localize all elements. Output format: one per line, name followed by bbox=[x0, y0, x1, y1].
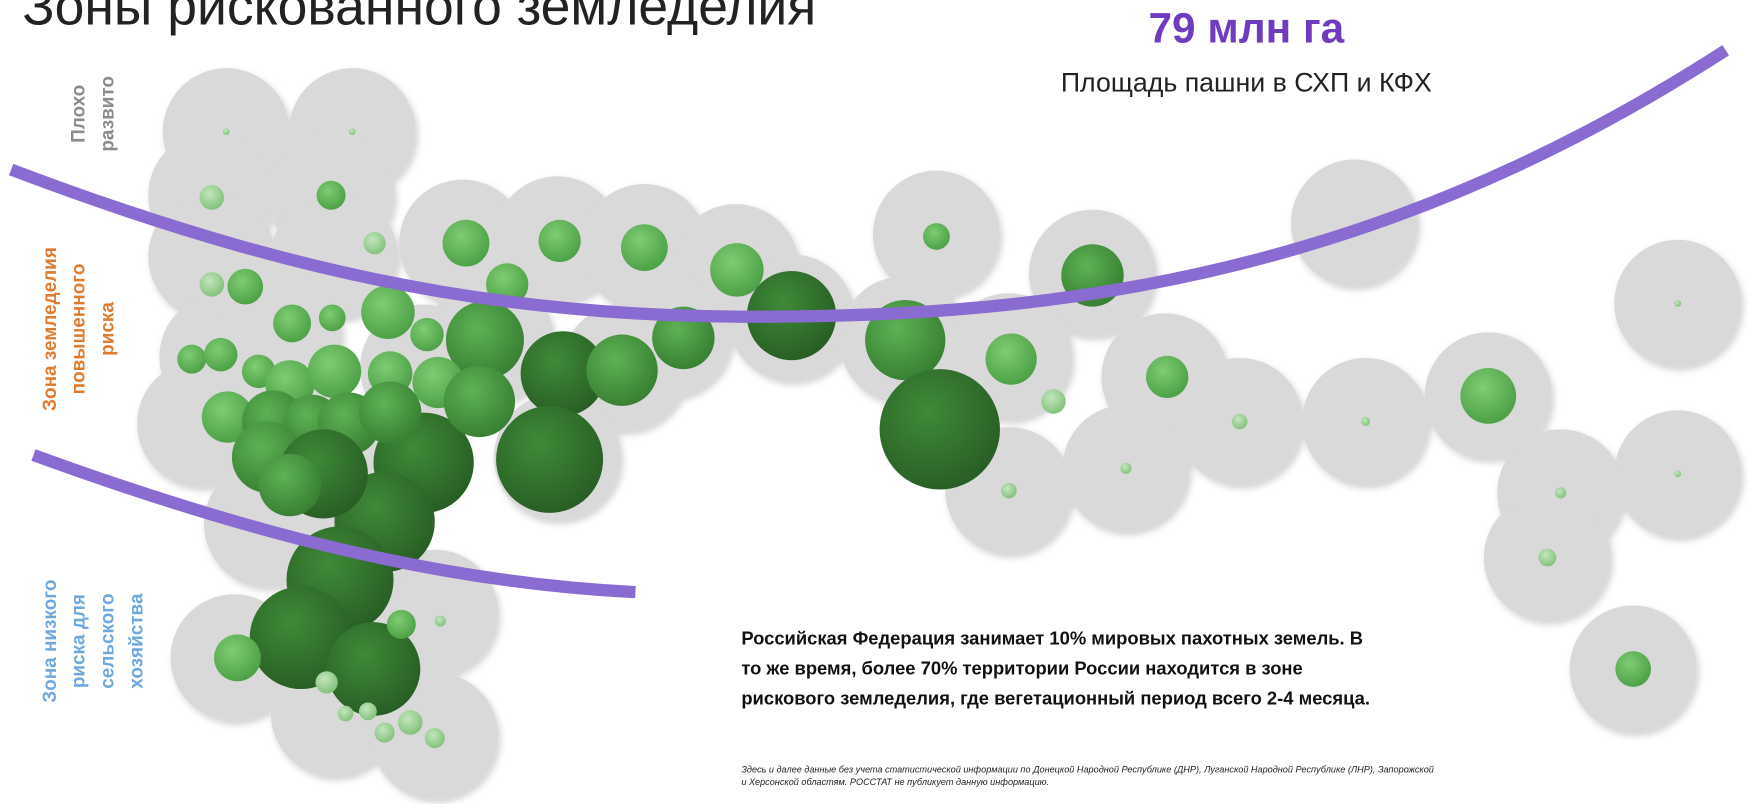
region-marker bbox=[201, 391, 254, 443]
region-marker bbox=[442, 219, 490, 267]
region-marker bbox=[424, 728, 445, 749]
region-marker bbox=[318, 304, 346, 332]
zone-label-line: Зона низкого bbox=[40, 580, 61, 703]
zone-label-line: сельского bbox=[98, 593, 119, 688]
region-marker bbox=[1001, 482, 1017, 499]
zone-label-line: повышенного bbox=[69, 264, 90, 395]
region-marker bbox=[710, 243, 764, 297]
region-marker bbox=[326, 622, 421, 716]
region-marker bbox=[410, 317, 444, 352]
region-marker bbox=[520, 331, 606, 416]
zone-label-line: хозяйства bbox=[127, 593, 148, 689]
zone-boundary bbox=[8, 45, 1730, 323]
region-marker bbox=[316, 180, 346, 210]
region-marker bbox=[1041, 389, 1066, 414]
region-marker bbox=[363, 231, 386, 255]
region-marker bbox=[1120, 462, 1132, 474]
region-marker bbox=[652, 306, 715, 370]
zone-label-line: риска для bbox=[69, 594, 90, 688]
region-marker bbox=[443, 365, 516, 438]
region-marker bbox=[496, 405, 604, 513]
region-marker bbox=[227, 268, 264, 305]
description-line: рискового земледелия, где вегетационный … bbox=[741, 688, 1370, 709]
region-marker bbox=[337, 705, 354, 722]
zone-labels: Плохо развито Зона земледелия повышенного ри… bbox=[40, 76, 148, 703]
region-marker bbox=[222, 128, 230, 136]
region-marker bbox=[1146, 355, 1189, 399]
zone-label: Зона низкого риска для сельского хозяйства bbox=[40, 580, 148, 703]
zone-label: Зона земледелия повышенного риска bbox=[40, 247, 119, 411]
region-marker bbox=[315, 671, 338, 694]
region-marker bbox=[620, 224, 668, 272]
region-marker bbox=[214, 634, 261, 682]
description-line: Российская Федерация занимает 10% мировы… bbox=[741, 627, 1363, 648]
region-marker bbox=[177, 344, 207, 374]
zone-label-line: развито bbox=[98, 76, 119, 152]
region-marker bbox=[199, 272, 225, 297]
region-marker bbox=[985, 333, 1037, 385]
region-marker bbox=[538, 219, 581, 263]
region-marker bbox=[1555, 487, 1567, 499]
region-marker bbox=[358, 702, 377, 721]
region-marker bbox=[879, 369, 1000, 490]
footnote-line: Здесь и далее данные без учета статистич… bbox=[741, 765, 1434, 775]
description-line: то же время, более 70% территории России… bbox=[741, 658, 1302, 679]
region-marker bbox=[1460, 367, 1517, 424]
region-marker bbox=[1615, 651, 1652, 687]
region-marker bbox=[923, 223, 950, 250]
region-marker bbox=[1231, 413, 1248, 430]
region-marker bbox=[358, 381, 422, 444]
region-marker bbox=[307, 344, 362, 399]
region-disc bbox=[1290, 159, 1419, 287]
region-marker bbox=[1538, 548, 1557, 567]
zone-label-line: риска bbox=[98, 302, 119, 356]
region-marker bbox=[865, 299, 946, 381]
region-marker bbox=[348, 128, 356, 136]
region-marker bbox=[397, 710, 423, 735]
region-marker bbox=[199, 185, 225, 210]
zone-label-line: Зона земледелия bbox=[40, 247, 61, 411]
region-marker bbox=[386, 609, 416, 639]
region-marker bbox=[445, 301, 524, 380]
region-marker bbox=[258, 453, 322, 517]
description: Российская Федерация занимает 10% мировы… bbox=[741, 627, 1434, 786]
region-marker bbox=[1674, 299, 1682, 307]
region-marker bbox=[204, 337, 238, 372]
region-marker bbox=[1361, 417, 1371, 426]
region-marker bbox=[249, 586, 353, 690]
region-marker bbox=[586, 334, 658, 406]
zone-boundary bbox=[31, 449, 636, 599]
title: Зоны рискованного земледелия bbox=[22, 0, 816, 37]
region-marker bbox=[361, 285, 415, 340]
region-markers bbox=[177, 128, 1682, 749]
region-marker bbox=[434, 615, 446, 627]
region-marker bbox=[1674, 470, 1682, 478]
stat-label: Площадь пашни в СХП и КФХ bbox=[1061, 68, 1432, 98]
zone-label-line: Плохо bbox=[69, 85, 90, 143]
region-marker bbox=[273, 304, 312, 343]
footnote-line: и Херсонской областям. РОССТАТ не публик… bbox=[741, 777, 1049, 787]
zone-label: Плохо развито bbox=[69, 76, 119, 152]
stat-value: 79 млн га bbox=[1148, 4, 1344, 51]
region-marker bbox=[374, 722, 395, 743]
